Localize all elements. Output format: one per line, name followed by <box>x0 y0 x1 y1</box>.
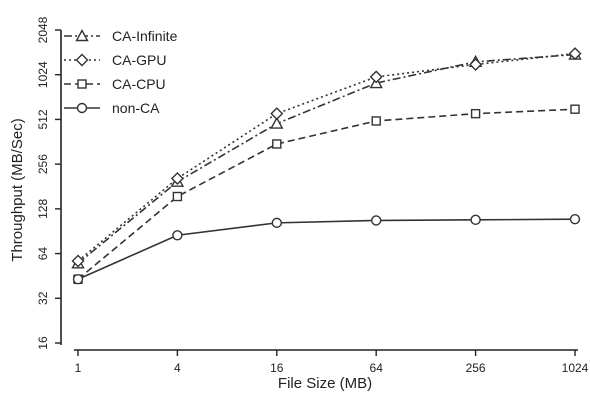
legend-label: CA-GPU <box>112 52 166 68</box>
y-tick-label: 64 <box>36 247 50 261</box>
series-ca-cpu <box>73 104 580 284</box>
x-ticks: 1 4 16 64 256 1024 <box>75 350 589 375</box>
data-point-square <box>371 116 381 126</box>
legend-label: non-CA <box>112 100 160 116</box>
x-tick-label: 256 <box>466 361 486 375</box>
legend-item: CA-Infinite <box>64 28 178 44</box>
data-point-circle <box>569 214 581 225</box>
y-ticks: 16 32 64 128 256 512 1024 2048 <box>36 16 61 350</box>
y-tick-label: 16 <box>36 336 50 350</box>
axes <box>60 30 578 351</box>
legend-marker-circle <box>76 102 88 114</box>
data-point-diamond <box>71 254 85 268</box>
data-point-diamond <box>369 70 383 84</box>
data-point-diamond <box>270 107 284 121</box>
legend-marker-triangle <box>75 29 89 42</box>
legend-marker-square <box>77 79 87 89</box>
legend-item: CA-CPU <box>64 76 166 92</box>
data-point-square <box>172 191 183 202</box>
y-tick-label: 1024 <box>36 61 50 88</box>
legend: CA-Infinite CA-GPU CA-CPU non-CA <box>64 28 178 116</box>
data-point-diamond <box>568 47 582 61</box>
series-layer <box>71 47 582 285</box>
legend-marker-diamond <box>75 53 89 67</box>
data-point-circle <box>371 215 382 226</box>
y-tick-label: 32 <box>36 291 50 305</box>
series-line <box>77 108 576 280</box>
legend-item: non-CA <box>64 100 160 116</box>
series-non-ca <box>72 214 581 285</box>
data-point-triangle <box>270 116 284 129</box>
x-tick-label: 1 <box>75 361 82 375</box>
legend-label: CA-Infinite <box>112 28 178 44</box>
series-line <box>77 52 576 262</box>
data-point-square <box>470 108 481 119</box>
y-tick-label: 128 <box>36 199 50 219</box>
x-axis-title: File Size (MB) <box>278 375 372 392</box>
series-line <box>77 53 576 264</box>
y-axis-title: Throughput (MB/Sec) <box>9 118 26 261</box>
data-point-diamond <box>469 57 483 71</box>
data-point-circle <box>271 217 282 229</box>
data-point-square <box>570 104 580 114</box>
data-point-circle <box>470 214 481 226</box>
series-ca-gpu <box>71 47 582 268</box>
data-point-square <box>272 139 282 149</box>
x-tick-label: 1024 <box>562 361 589 375</box>
y-tick-label: 256 <box>36 154 50 174</box>
data-point-circle <box>172 230 183 241</box>
y-tick-label: 512 <box>36 109 50 129</box>
x-tick-label: 64 <box>370 361 384 375</box>
x-tick-label: 4 <box>174 361 181 375</box>
legend-item: CA-GPU <box>64 52 166 68</box>
x-tick-label: 16 <box>270 361 284 375</box>
series-line <box>77 218 576 280</box>
data-point-diamond <box>170 171 184 185</box>
legend-label: CA-CPU <box>112 76 166 92</box>
y-tick-label: 2048 <box>36 16 50 43</box>
data-point-circle <box>72 274 84 285</box>
